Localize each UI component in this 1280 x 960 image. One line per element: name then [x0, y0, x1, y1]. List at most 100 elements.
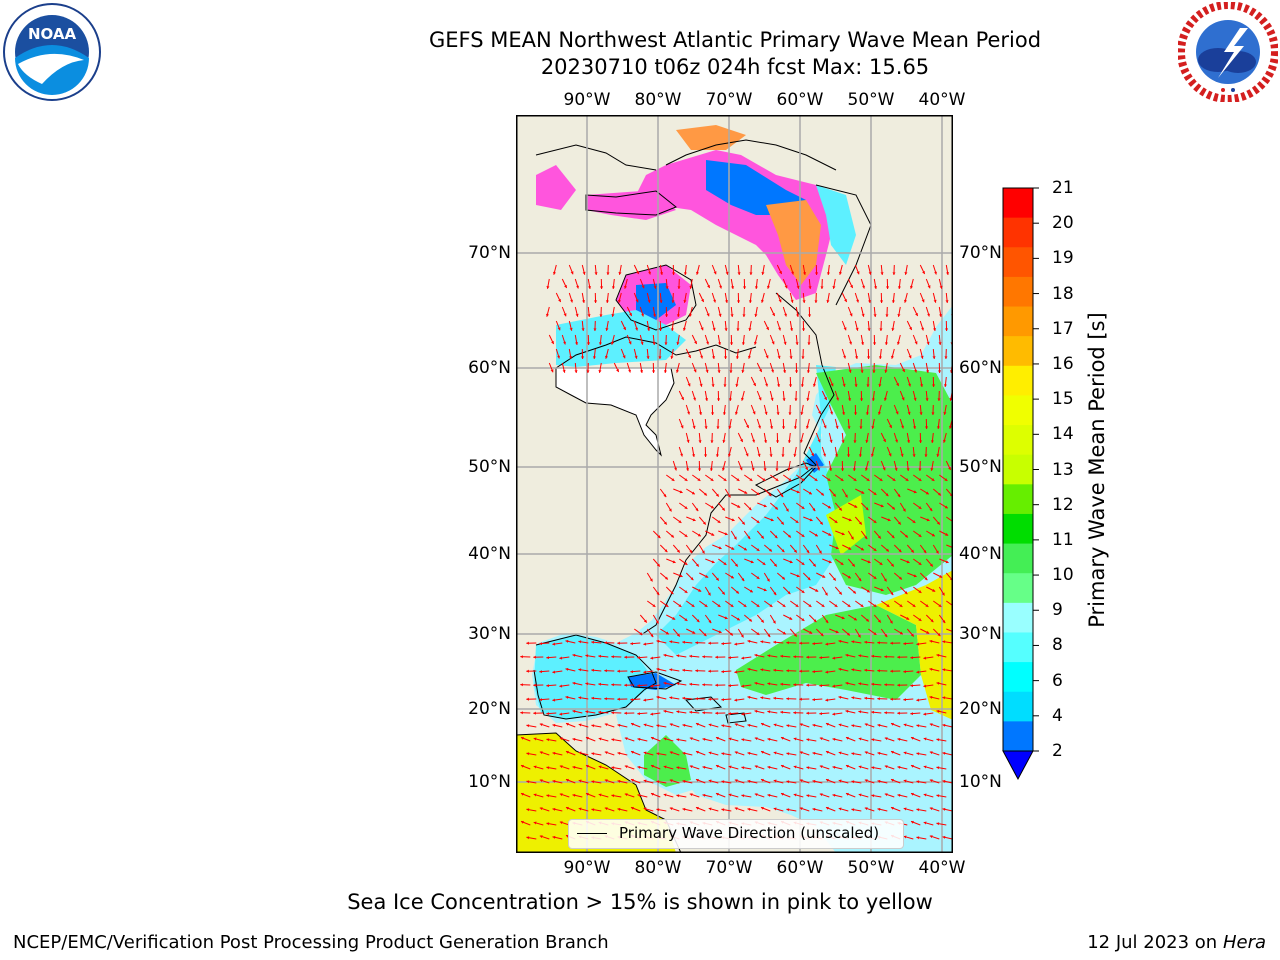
wave-arrow-head	[776, 412, 780, 415]
wave-arrow-head	[877, 535, 881, 539]
wave-arrow-head	[795, 370, 799, 373]
wave-arrow-head	[641, 313, 644, 317]
wave-arrow-head	[867, 560, 871, 564]
colorbar-swatch	[1003, 484, 1033, 515]
wave-arrow-head	[871, 766, 875, 770]
colorbar-tick-label: 16	[1052, 353, 1074, 374]
wave-arrow-head	[659, 300, 663, 303]
wave-arrow-head	[845, 653, 849, 657]
wave-arrow-head	[891, 355, 894, 359]
wave-arrow-head	[664, 342, 668, 345]
wave-arrow-head	[929, 508, 933, 512]
wave-arrow-head	[858, 682, 862, 686]
wave-arrow-head	[763, 588, 767, 592]
wave-arrow-head	[932, 384, 936, 387]
wave-arrow-head	[770, 397, 774, 401]
wave-arrow-head	[618, 272, 622, 275]
wave-arrow-head	[728, 712, 731, 716]
wave-arrow-head	[841, 468, 845, 471]
wave-arrow-head	[717, 520, 721, 523]
wave-arrow-head	[669, 696, 673, 700]
wave-arrow-head	[910, 684, 913, 688]
wave-arrow-head	[689, 654, 692, 658]
wave-arrow-head	[935, 550, 939, 554]
wave-arrow-head	[741, 656, 745, 660]
wave-arrow-head	[756, 520, 760, 523]
wave-arrow-head	[728, 765, 732, 769]
wave-arrow-head	[520, 683, 523, 687]
wave-arrow-head	[585, 654, 589, 658]
wave-arrow-head	[684, 506, 688, 509]
wave-arrow-head	[936, 454, 940, 457]
wave-arrow-head	[849, 341, 852, 345]
wave-arrow-head	[546, 313, 549, 317]
wave-arrow-head	[864, 640, 867, 644]
wave-arrow-head	[921, 299, 925, 303]
wave-arrow-head	[858, 737, 862, 741]
wave-arrow-head	[802, 328, 806, 331]
wave-arrow-head	[637, 765, 641, 769]
wave-arrow-head	[684, 618, 688, 621]
wave-arrow-head	[730, 342, 734, 345]
wave-arrow-head	[552, 698, 556, 702]
colorbar-tick-label: 21	[1052, 178, 1074, 198]
wave-arrow-head	[617, 669, 620, 673]
wave-arrow-head	[856, 271, 860, 275]
wave-arrow-head	[771, 341, 775, 345]
wave-arrow-head	[913, 490, 917, 494]
wave-arrow-head	[552, 807, 556, 811]
wave-arrow	[946, 628, 953, 633]
wave-arrow-head	[899, 604, 903, 607]
wave-arrow-head	[799, 807, 803, 811]
wave-arrow-head	[862, 285, 865, 289]
wave-arrow-head	[521, 820, 524, 824]
wave-arrow-head	[766, 578, 770, 582]
wave-arrow-head	[873, 604, 877, 607]
wave-arrow-head	[761, 778, 764, 782]
wave-arrow-head	[847, 604, 851, 607]
wave-arrow-head	[914, 369, 917, 373]
wave-arrow-head	[697, 478, 701, 481]
wave-arrow-head	[748, 355, 751, 359]
wave-arrow-head	[912, 604, 916, 607]
wave-arrow-head	[877, 807, 881, 811]
wave-arrow-head	[648, 271, 651, 275]
wave-arrow-head	[834, 604, 838, 607]
wave-arrow-head	[942, 620, 946, 624]
wave-arrow-head	[932, 356, 936, 359]
wave-arrow-head	[939, 285, 943, 289]
wave-arrow-head	[933, 299, 937, 303]
wave-arrow-head	[569, 356, 573, 359]
wave-arrow-head	[834, 520, 838, 523]
wave-arrow-head	[747, 536, 751, 540]
wave-arrow-head	[805, 467, 808, 470]
wave-arrow-head	[734, 563, 738, 567]
wave-arrow-head	[526, 808, 530, 812]
wave-arrow-head	[904, 591, 908, 595]
wave-arrow-head	[735, 356, 739, 359]
wave-arrow-head	[546, 656, 549, 660]
wave-arrow-head	[819, 712, 822, 716]
wave-arrow-head	[860, 547, 864, 551]
wave-arrow-head	[814, 478, 818, 481]
wave-arrow-head	[695, 641, 698, 645]
baffin-shallow	[706, 160, 806, 215]
wave-arrow-head	[677, 286, 681, 289]
wave-arrow-head	[891, 806, 894, 810]
wave-arrow-head	[655, 620, 659, 624]
wave-arrow-head	[696, 778, 699, 782]
wave-arrow-head	[550, 369, 554, 373]
wave-arrow-head	[903, 751, 907, 755]
wave-arrow-head	[760, 535, 764, 539]
wave-arrow-head	[748, 328, 752, 331]
wave-arrow-head	[651, 736, 654, 740]
wave-arrow-head	[841, 616, 845, 620]
wave-arrow-head	[897, 793, 901, 797]
wave-arrow-head	[901, 425, 904, 429]
wave-arrow-head	[860, 370, 864, 373]
wave-arrow-head	[741, 342, 745, 345]
wave-arrow-head	[656, 592, 660, 596]
wave-arrow-head	[772, 313, 775, 316]
wave-arrow-head	[800, 439, 803, 443]
wave-arrow-head	[936, 681, 940, 685]
